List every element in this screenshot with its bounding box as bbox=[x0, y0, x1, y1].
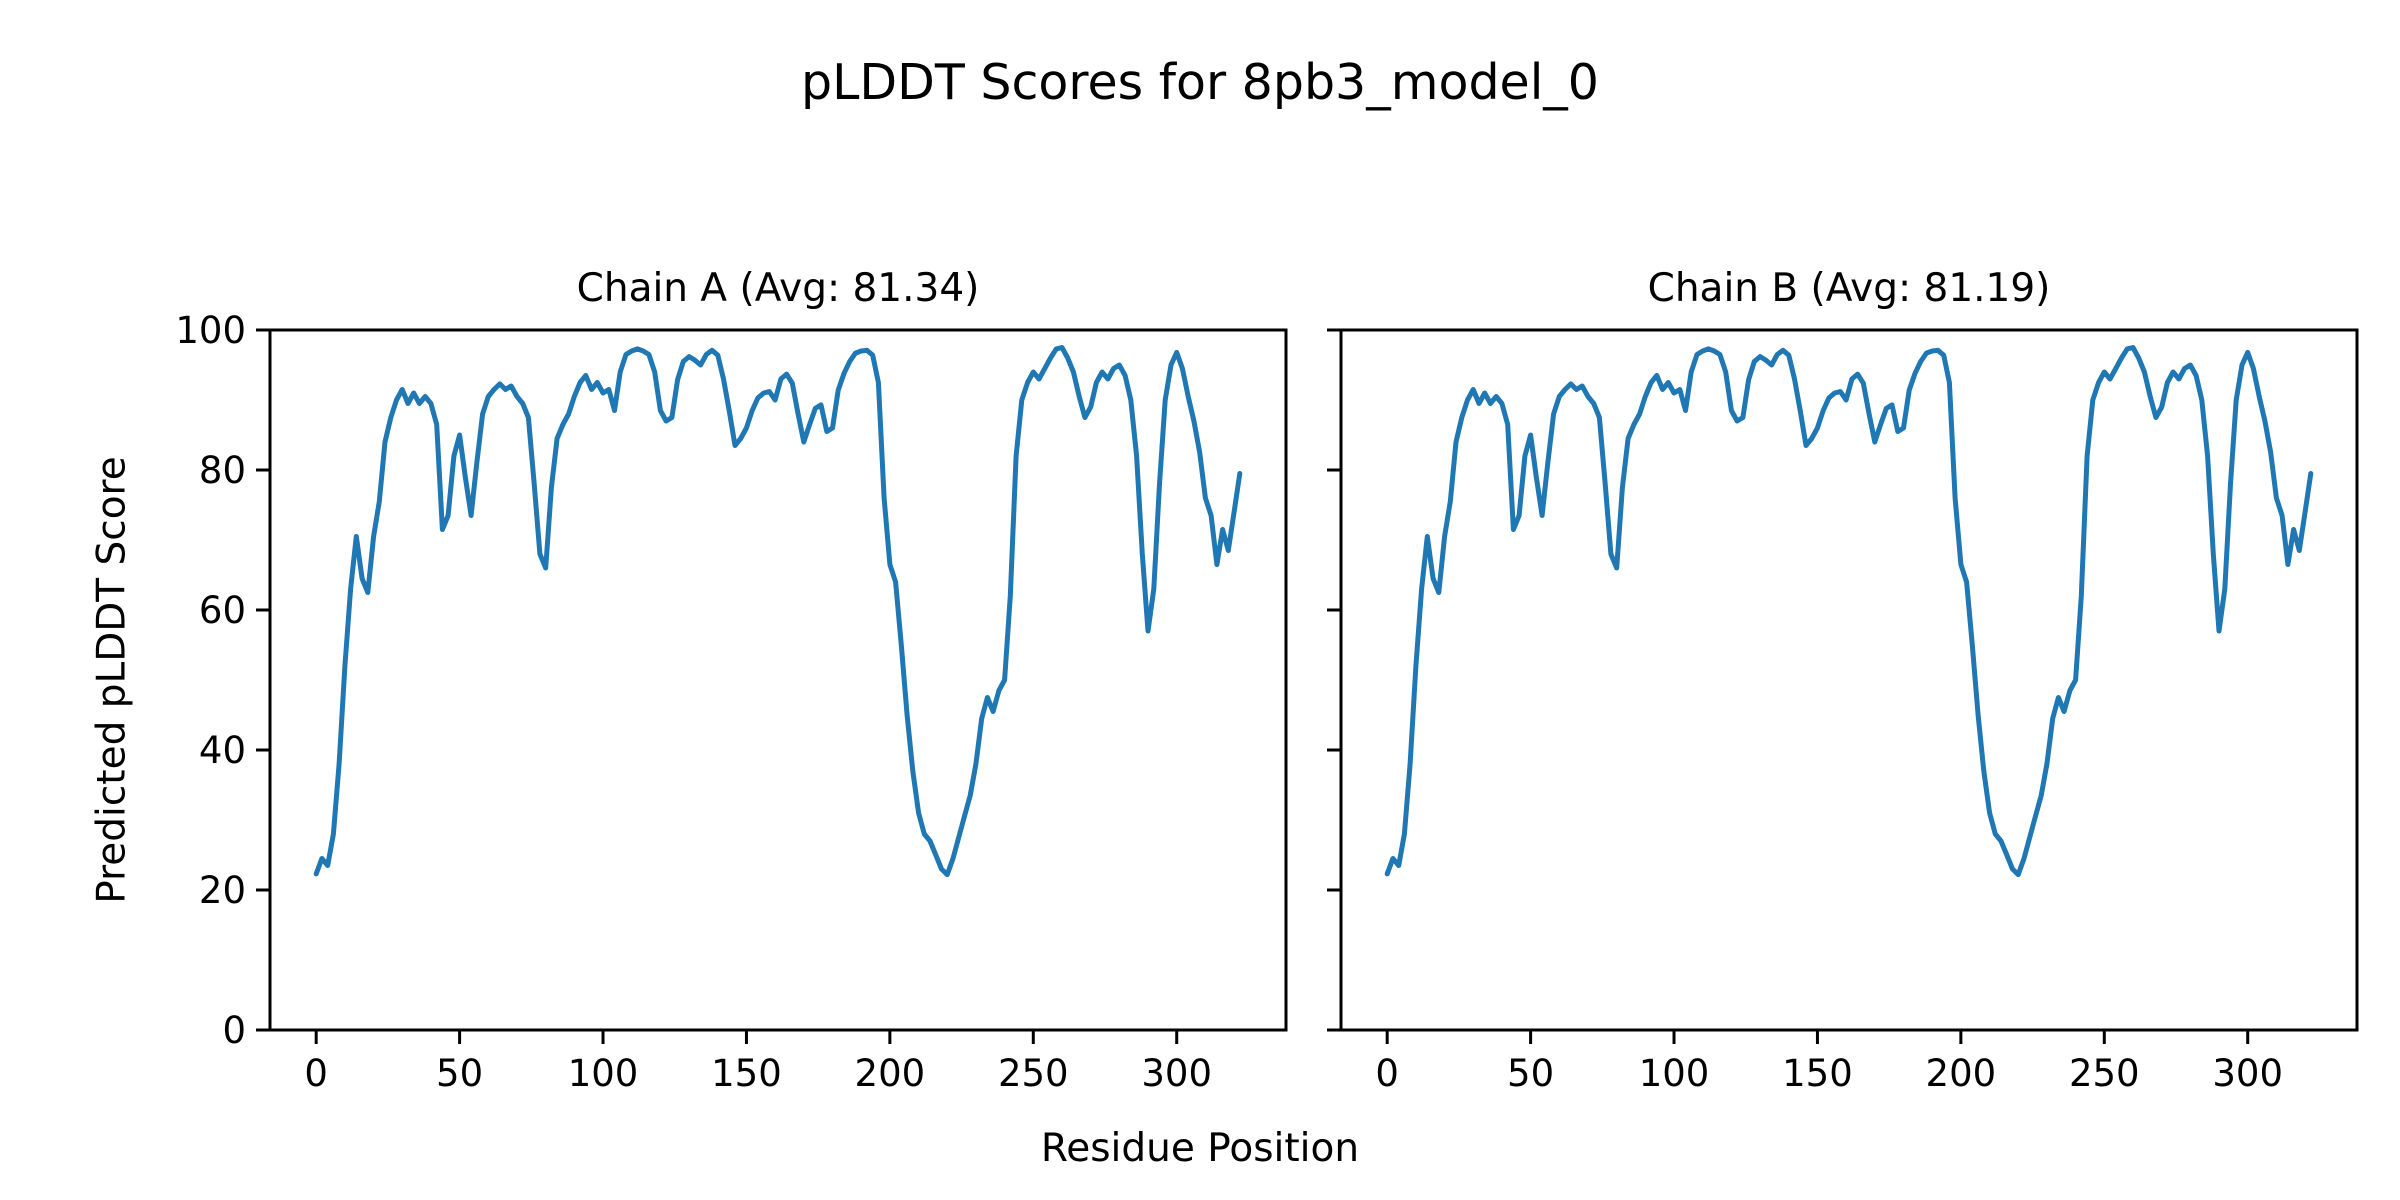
y-tick-label: 40 bbox=[199, 729, 246, 772]
x-tick-label: 300 bbox=[2212, 1052, 2283, 1095]
figure-title: pLDDT Scores for 8pb3_model_0 bbox=[801, 54, 1599, 111]
x-tick-label: 50 bbox=[1507, 1052, 1554, 1095]
chain-a-plot-area: 0 50 100 150 200 250 300 0 20 40 60 80 100 bbox=[175, 309, 1288, 1095]
y-tick-label: 20 bbox=[199, 869, 246, 912]
x-tick-label: 50 bbox=[436, 1052, 483, 1095]
x-tick-label: 200 bbox=[855, 1052, 926, 1095]
x-tick-label: 300 bbox=[1141, 1052, 1212, 1095]
y-tick-label: 80 bbox=[199, 449, 246, 492]
x-tick-label: 150 bbox=[711, 1052, 782, 1095]
chain-a-subplot-title: Chain A (Avg: 81.34) bbox=[576, 266, 980, 311]
x-tick-label: 150 bbox=[1782, 1052, 1853, 1095]
x-tick-label: 250 bbox=[998, 1052, 1069, 1095]
x-tick-label: 100 bbox=[568, 1052, 639, 1095]
x-tick-label: 100 bbox=[1639, 1052, 1710, 1095]
chain-b-subplot-title: Chain B (Avg: 81.19) bbox=[1647, 266, 2051, 311]
x-tick-label: 0 bbox=[304, 1052, 328, 1095]
y-tick-label: 0 bbox=[222, 1009, 246, 1052]
y-axis-label: Predicted pLDDT Score bbox=[89, 456, 135, 904]
y-tick-label: 60 bbox=[199, 589, 246, 632]
axes-spines bbox=[268, 328, 1288, 1032]
x-axis-label: Residue Position bbox=[1040, 1126, 1360, 1171]
axes-spines bbox=[1339, 328, 2359, 1032]
x-tick-label: 0 bbox=[1375, 1052, 1399, 1095]
plddt-line bbox=[1384, 345, 2314, 878]
y-tick-label: 100 bbox=[175, 309, 246, 352]
chain-b-plot-area: 0 50 100 150 200 250 300 bbox=[1327, 328, 2359, 1095]
x-tick-label: 250 bbox=[2069, 1052, 2140, 1095]
plddt-line bbox=[313, 345, 1243, 878]
x-tick-label: 200 bbox=[1926, 1052, 1997, 1095]
